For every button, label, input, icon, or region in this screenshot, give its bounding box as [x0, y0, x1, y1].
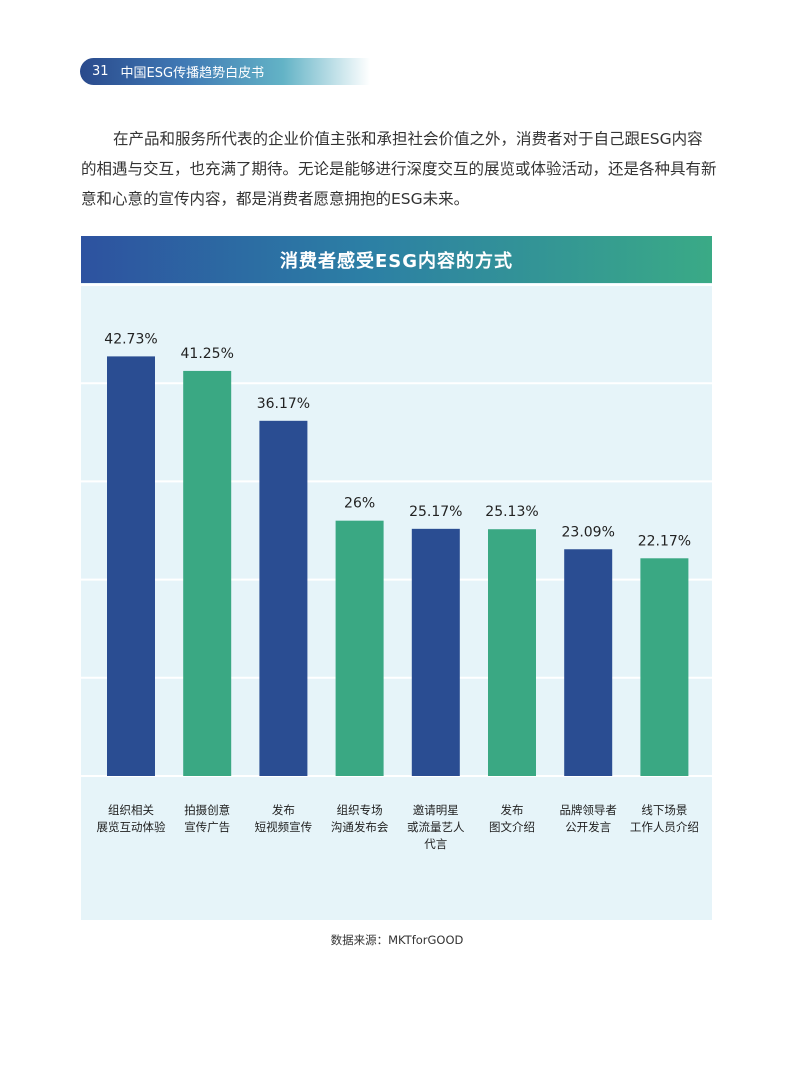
category-label: 拍摄创意	[184, 803, 230, 817]
document-title: 中国ESG传播趋势白皮书	[120, 66, 265, 81]
category-label: 发布	[501, 803, 524, 817]
bar-value-label: 25.13%	[485, 504, 538, 520]
bar	[107, 356, 155, 776]
bar-value-label: 22.17%	[638, 533, 691, 549]
category-label: 短视频宣传	[255, 820, 313, 834]
category-label: 线下场景	[641, 803, 687, 817]
bar	[183, 370, 232, 776]
bar	[259, 420, 308, 776]
category-label: 组织相关	[108, 803, 154, 817]
bar-value-label: 42.73%	[104, 331, 157, 347]
category-label: 沟通发布会	[331, 820, 389, 834]
category-label: 发布	[272, 803, 295, 817]
category-label: 组织专场	[337, 803, 383, 817]
category-label: 展览互动体验	[97, 820, 166, 834]
bar	[335, 520, 384, 776]
bar	[411, 528, 460, 776]
category-label: 图文介绍	[489, 820, 535, 834]
bar-value-label: 23.09%	[562, 524, 615, 540]
bar-value-label: 36.17%	[257, 396, 310, 412]
category-label: 品牌领导者	[559, 803, 617, 817]
category-label: 宣传广告	[184, 820, 230, 834]
bar-value-label: 25.17%	[409, 504, 462, 520]
category-label: 代言	[424, 837, 447, 851]
chart-title-bar: 消费者感受ESG内容的方式	[81, 236, 712, 283]
bar-value-label: 26%	[344, 496, 375, 512]
header-tab: 31 中国ESG传播趋势白皮书	[80, 58, 370, 85]
bar	[564, 549, 613, 776]
bar	[640, 558, 689, 776]
category-label: 或流量艺人	[407, 820, 465, 834]
page-number: 31	[92, 64, 109, 79]
chart-title: 消费者感受ESG内容的方式	[279, 250, 514, 272]
body-paragraph: 在产品和服务所代表的企业价值主张和承担社会价值之外，消费者对于自己跟ESG内容的…	[81, 130, 717, 208]
category-label: 公开发言	[565, 820, 611, 834]
category-label: 工作人员介绍	[630, 820, 699, 834]
bar-value-label: 41.25%	[181, 346, 234, 362]
category-label: 邀请明星	[413, 803, 459, 817]
bar	[488, 529, 536, 776]
chart-panel: 消费者感受ESG内容的方式 42.73% 组织相关展览互动体验 41.25% 拍摄创意…	[81, 236, 712, 920]
data-source-note: 数据来源：MKTforGOOD	[330, 933, 464, 947]
